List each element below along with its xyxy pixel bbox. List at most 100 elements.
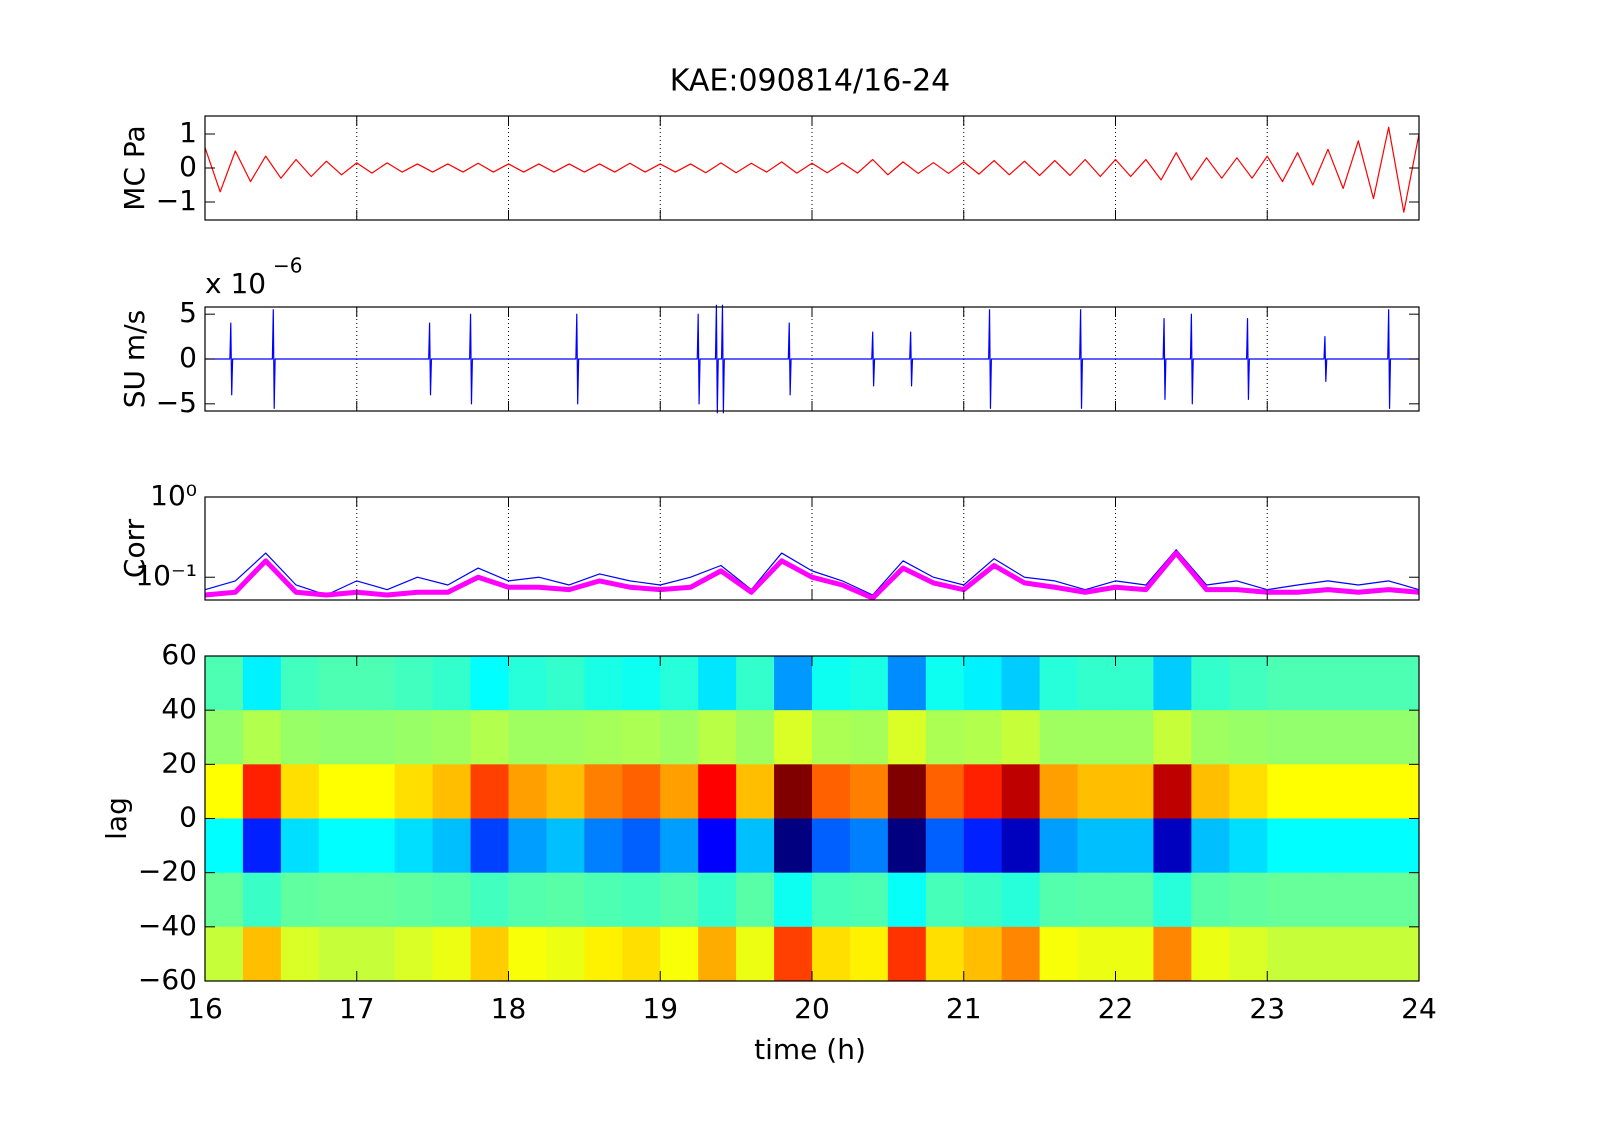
heatmap-cell — [280, 818, 320, 874]
y-tick-label: 0 — [179, 150, 197, 183]
heatmap-cell — [1077, 818, 1116, 874]
heatmap-cell — [1267, 926, 1306, 982]
heatmap-cell — [394, 656, 434, 711]
heatmap-cell — [698, 656, 737, 711]
heatmap-cell — [887, 710, 927, 765]
heatmap-cell — [1381, 926, 1420, 982]
heatmap-cell — [1381, 656, 1420, 711]
heatmap-cell — [318, 656, 358, 711]
heatmap-cell — [432, 656, 472, 711]
heatmap-cell — [1191, 710, 1230, 765]
heatmap-cell — [963, 764, 1003, 819]
heatmap-cell — [1153, 764, 1192, 819]
heatmap-cell — [1115, 656, 1154, 711]
y-axis-label: SU m/s — [118, 310, 151, 408]
heatmap-cell — [925, 764, 965, 819]
heatmap-cell — [205, 656, 244, 711]
heatmap-cell — [242, 710, 282, 765]
heatmap-cell — [1267, 818, 1306, 874]
data-line — [204, 126, 1420, 213]
heatmap-cell — [1115, 818, 1154, 874]
heatmap-cell — [432, 710, 472, 765]
heatmap-cell — [470, 926, 509, 982]
data-line — [204, 550, 1420, 601]
heatmap-cell — [242, 764, 282, 819]
heatmap-cell — [812, 656, 851, 711]
heatmap-cell — [1267, 764, 1306, 819]
y-tick-label: −20 — [138, 855, 197, 888]
heatmap-cell — [1343, 710, 1382, 765]
chart-title: KAE:090814/16-24 — [670, 64, 951, 99]
heatmap-cell — [242, 656, 282, 711]
x-axis-label: time (h) — [754, 1033, 866, 1066]
heatmap-cell — [1191, 872, 1230, 928]
heatmap-cell — [963, 710, 1003, 765]
heatmap-cell — [1077, 710, 1116, 765]
y-tick-label: −5 — [156, 386, 197, 419]
heatmap-cell — [812, 872, 851, 928]
heatmap-cell — [812, 764, 851, 819]
heatmap-cell — [812, 926, 851, 982]
heatmap-cell — [698, 818, 737, 874]
heatmap-cell — [508, 818, 547, 874]
heatmap-cell — [963, 926, 1003, 982]
heatmap-cell — [1191, 764, 1230, 819]
heatmap-cell — [1077, 764, 1116, 819]
heatmap-cell — [394, 710, 434, 765]
heatmap-cell — [1305, 818, 1344, 874]
heatmap-cell — [432, 818, 472, 874]
heatmap-cell — [205, 764, 244, 819]
heatmap-cell — [546, 656, 585, 711]
heatmap-cell — [887, 872, 927, 928]
heatmap-cell — [660, 710, 699, 765]
heatmap-cell — [1381, 872, 1420, 928]
heatmap-cell — [812, 710, 851, 765]
heatmap-cell — [849, 818, 889, 874]
heatmap-cell — [1153, 926, 1192, 982]
heatmap-cell — [546, 818, 585, 874]
heatmap-cell — [812, 818, 851, 874]
heatmap-cell — [622, 710, 661, 765]
y-tick-label: 40 — [161, 692, 197, 725]
heatmap-cell — [849, 926, 889, 982]
heatmap-cell — [1115, 872, 1154, 928]
heatmap-cell — [1039, 710, 1079, 765]
heatmap-cell — [774, 710, 813, 765]
heatmap-cell — [508, 764, 547, 819]
heatmap-cell — [242, 872, 282, 928]
heatmap-cell — [622, 764, 661, 819]
heatmap-cell — [660, 926, 699, 982]
heatmap-cell — [584, 872, 623, 928]
heatmap-cell — [925, 818, 965, 874]
x-tick-label: 21 — [946, 992, 982, 1025]
heatmap-cell — [660, 872, 699, 928]
heatmap-cell — [660, 764, 699, 819]
heatmap-cell — [546, 926, 585, 982]
axis-multiplier-exponent: −6 — [273, 254, 302, 278]
heatmap-cell — [849, 710, 889, 765]
heatmap-cell — [849, 872, 889, 928]
heatmap-cell — [432, 872, 472, 928]
heatmap-cell — [1153, 710, 1192, 765]
heatmap-cell — [1343, 818, 1382, 874]
heatmap-cell — [660, 656, 699, 711]
y-tick-label: 10⁰ — [150, 479, 197, 512]
heatmap-cell — [925, 872, 965, 928]
heatmap-cell — [508, 926, 547, 982]
heatmap-cell — [698, 710, 737, 765]
heatmap-cell — [1305, 656, 1344, 711]
heatmap-cell — [356, 710, 396, 765]
x-tick-label: 23 — [1249, 992, 1285, 1025]
y-tick-label: −40 — [138, 909, 197, 942]
heatmap-cell — [660, 818, 699, 874]
heatmap-cell — [1001, 710, 1041, 765]
heatmap-cell — [1001, 926, 1041, 982]
heatmap-cell — [318, 710, 358, 765]
heatmap-cell — [584, 926, 623, 982]
heatmap-cell — [1381, 710, 1420, 765]
y-tick-label: 0 — [179, 801, 197, 834]
heatmap-cell — [546, 872, 585, 928]
heatmap-cell — [1191, 656, 1230, 711]
heatmap-cell — [622, 872, 661, 928]
